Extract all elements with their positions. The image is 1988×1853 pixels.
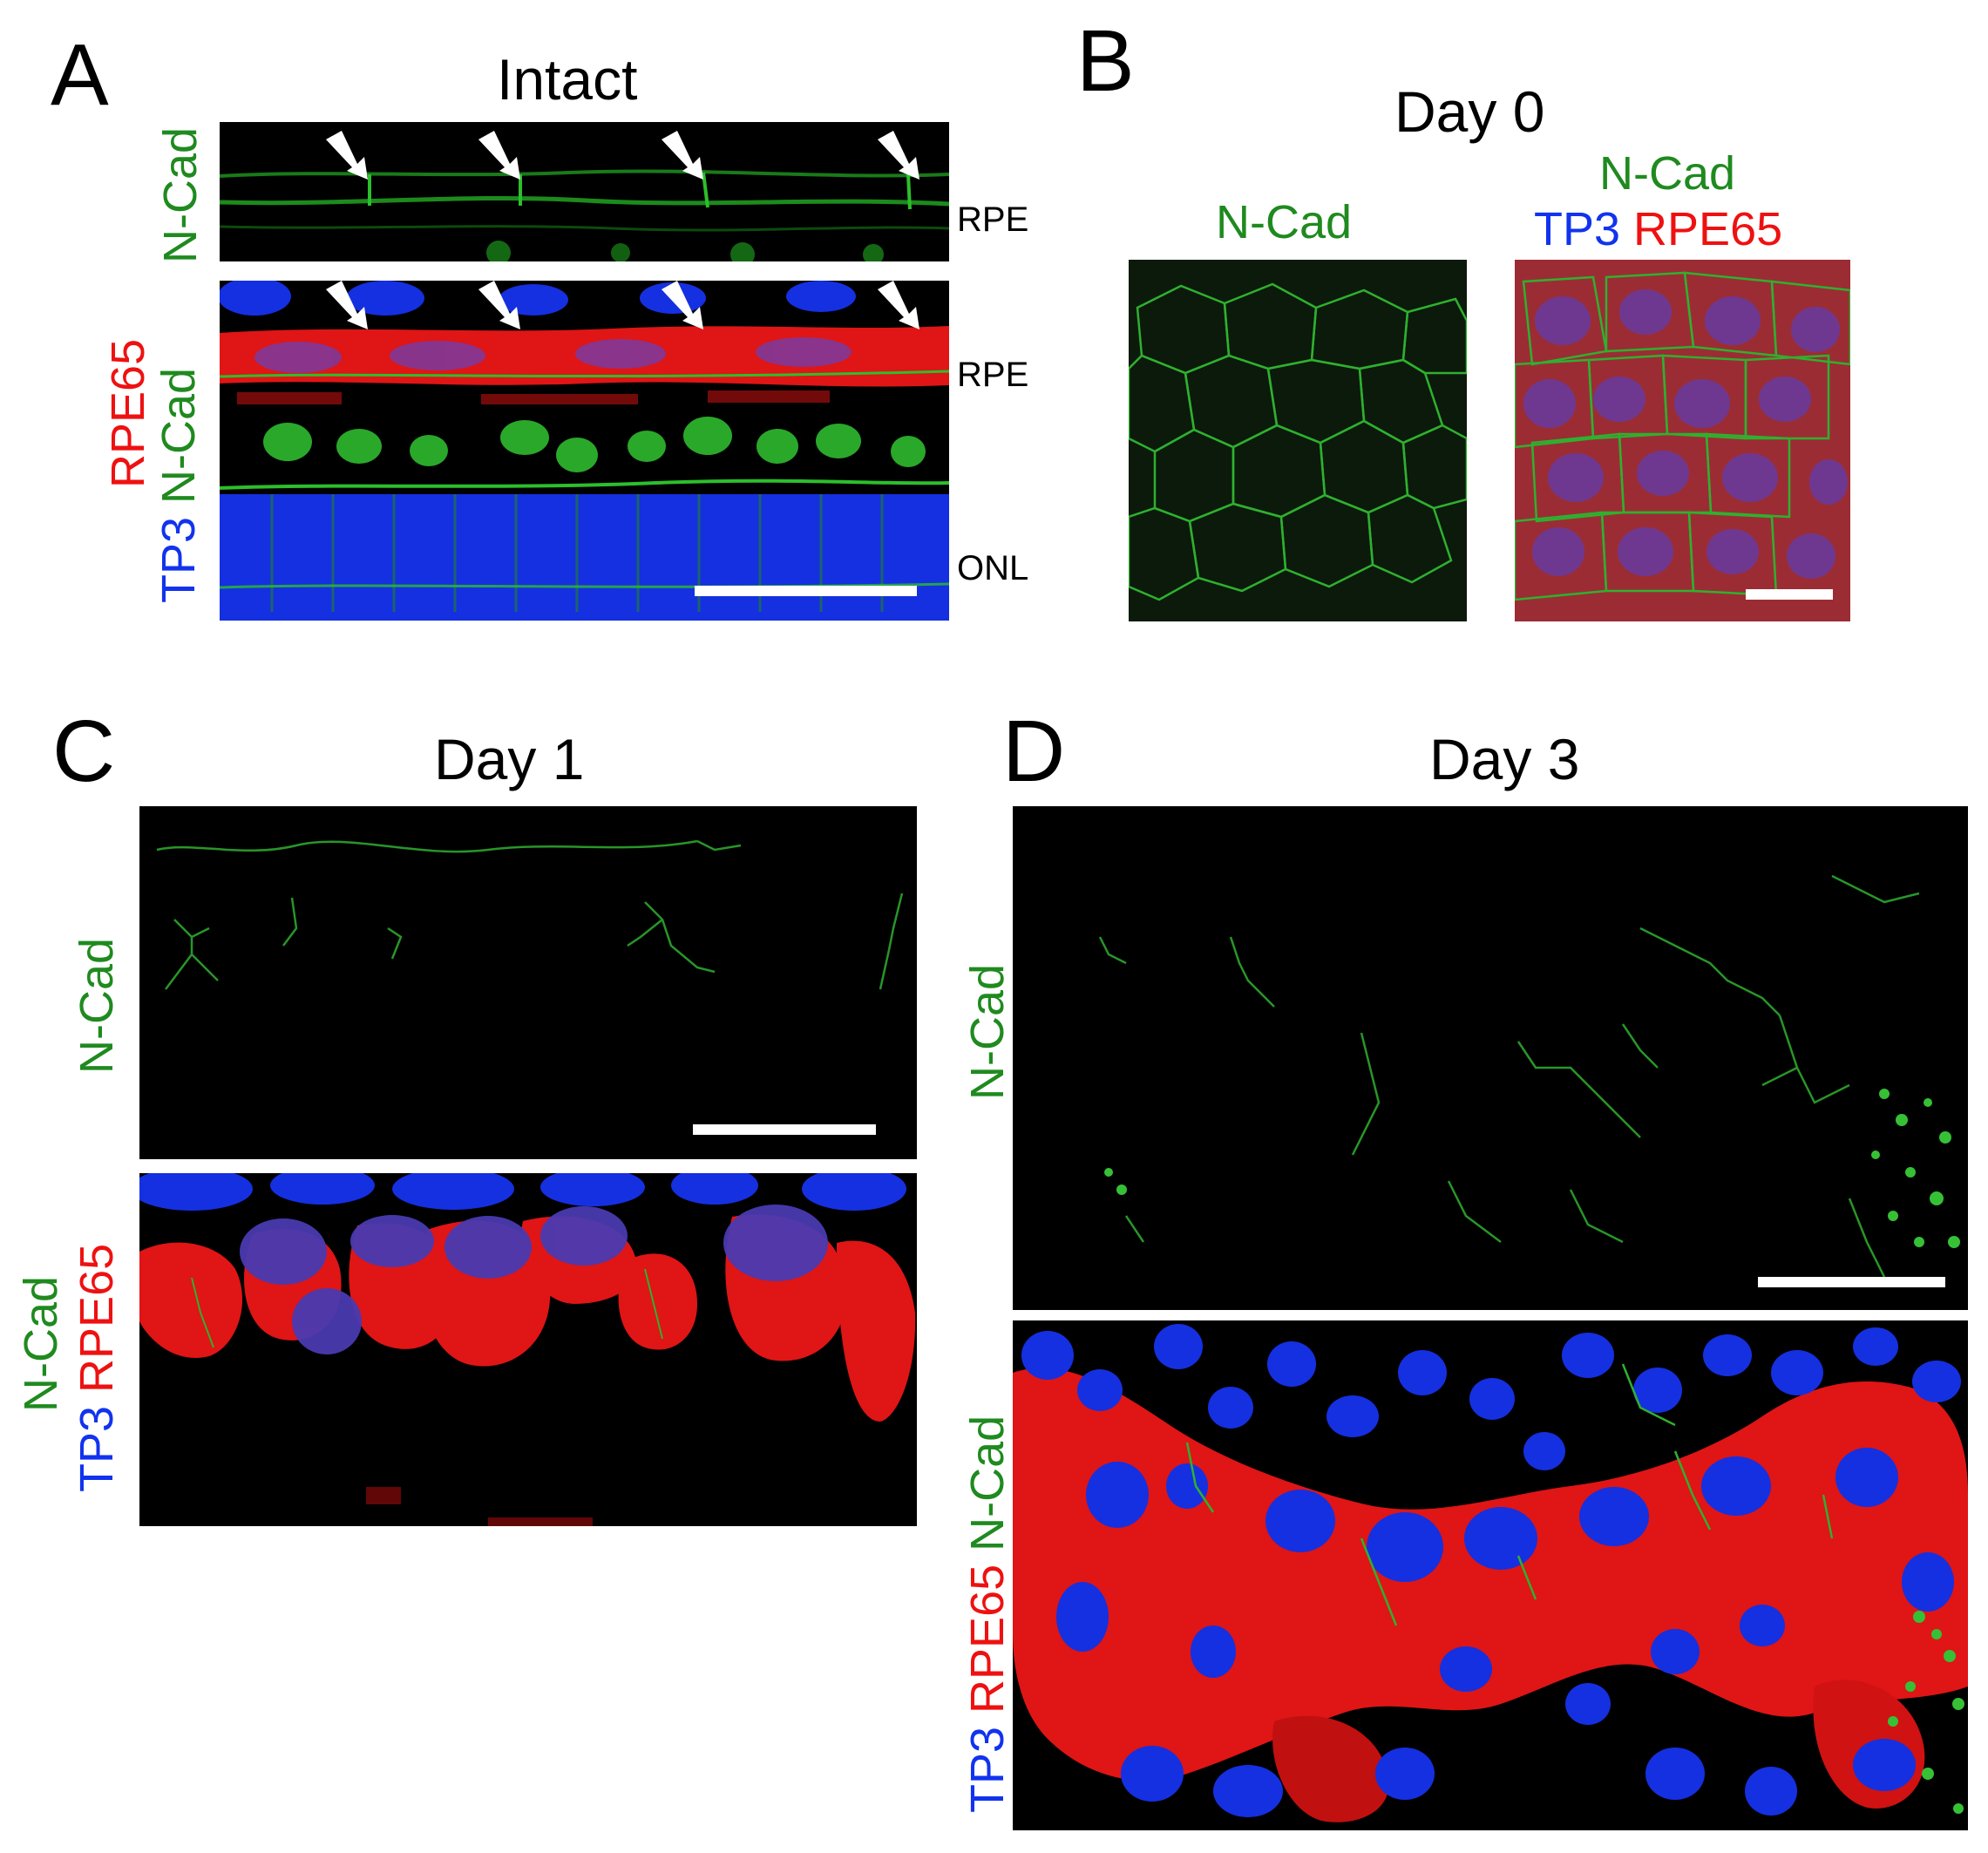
panel-a-letter: A bbox=[51, 26, 109, 124]
channel-ncad: N-Cad bbox=[15, 1275, 67, 1412]
white-arrow-icon bbox=[326, 131, 919, 180]
channel-rpe65: RPE65 bbox=[71, 1243, 123, 1393]
panel-a-top-image bbox=[220, 122, 949, 261]
channel-tp3: TP3 bbox=[71, 1392, 123, 1492]
panel-b-right-label-ncad: N-Cad bbox=[1599, 147, 1736, 200]
panel-b-letter: B bbox=[1076, 12, 1135, 110]
panel-a-bottom-image bbox=[220, 281, 949, 621]
panel-c-bottom-channel-labels: TP3 RPE65 bbox=[71, 1243, 123, 1492]
channel-ncad: N-Cad bbox=[153, 367, 205, 504]
scale-bar bbox=[1758, 1277, 1945, 1287]
channel-tp3: TP3 bbox=[961, 1713, 1014, 1813]
panel-d-top-channel-label: N-Cad bbox=[961, 963, 1014, 1100]
panel-c-title: Day 1 bbox=[434, 727, 585, 791]
panel-c-top-channel-label: N-Cad bbox=[71, 937, 123, 1074]
panel-a-title: Intact bbox=[497, 47, 638, 112]
channel-rpe65: RPE65 bbox=[1633, 203, 1783, 255]
panel-d-bottom-channel-labels: TP3 RPE65 N-Cad bbox=[961, 1415, 1014, 1813]
panel-b-left-image bbox=[1129, 260, 1467, 621]
panel-b-left-label: N-Cad bbox=[1216, 196, 1353, 248]
panel-a-bottom-channel-labels: TP3 N-Cad bbox=[153, 367, 205, 603]
scale-bar bbox=[1746, 589, 1833, 600]
channel-tp3: TP3 bbox=[153, 503, 205, 603]
panel-c-bottom-image bbox=[139, 1173, 917, 1526]
scale-bar bbox=[695, 586, 917, 596]
panel-b-right-image bbox=[1515, 260, 1850, 621]
panel-b-title: Day 0 bbox=[1394, 79, 1545, 144]
panel-c-letter: C bbox=[52, 703, 116, 800]
layer-label-rpe-bottom: RPE bbox=[957, 356, 1029, 394]
channel-tp3: TP3 bbox=[1534, 203, 1634, 255]
scale-bar bbox=[693, 1124, 876, 1135]
panel-b-right-labels: TP3 RPE65 bbox=[1534, 206, 1782, 253]
channel-rpe65: RPE65 bbox=[102, 338, 154, 488]
panel-c-top-image bbox=[139, 806, 917, 1159]
panel-a-top-channel-label: N-Cad bbox=[154, 126, 207, 263]
channel-rpe65: RPE65 bbox=[961, 1551, 1014, 1714]
panel-d-letter: D bbox=[1002, 703, 1066, 800]
panel-d-top-image bbox=[1013, 806, 1968, 1310]
white-arrow-icon bbox=[326, 281, 919, 329]
layer-label-rpe-top: RPE bbox=[957, 200, 1029, 239]
channel-ncad: N-Cad bbox=[961, 1415, 1014, 1551]
panel-d-title: Day 3 bbox=[1429, 727, 1580, 791]
panel-d-bottom-image bbox=[1013, 1320, 1968, 1830]
layer-label-onl: ONL bbox=[957, 549, 1029, 587]
